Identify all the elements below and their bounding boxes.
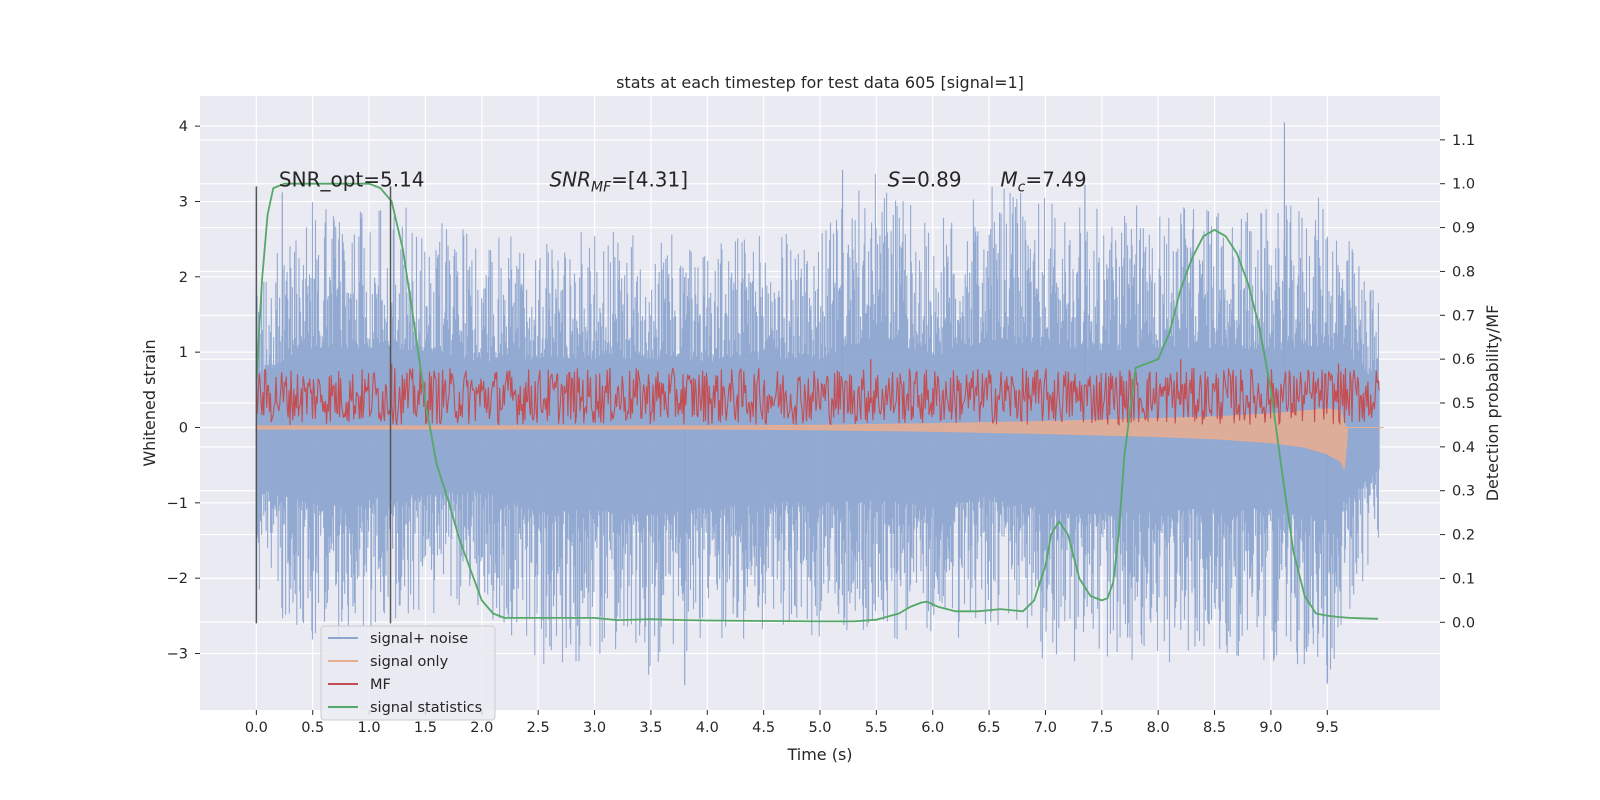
y2-tick-label-4: 0.4 [1452,440,1475,456]
y2-tick-label-3: 0.3 [1452,484,1475,500]
y-tick-label-4: 1 [179,345,188,361]
legend-label-signal-only: signal only [370,654,449,670]
y2-tick-label-5: 0.5 [1452,396,1475,412]
y-tick-label-6: 3 [179,194,188,210]
y2-tick-label-7: 0.7 [1452,308,1475,324]
x-tick-label-19: 9.5 [1316,720,1339,736]
x-tick-label-12: 6.0 [921,720,944,736]
annotation-mc_value: Mc=7.49 [1000,167,1086,195]
x-tick-label-2: 1.0 [358,720,381,736]
series-mf [255,367,1380,427]
y2-tick-label-10: 1.0 [1452,177,1475,193]
y2-tick-label-6: 0.6 [1452,352,1475,368]
legend-label-signal-noise: signal+ noise [370,631,468,647]
series-layer [255,122,1384,686]
x-tick-label-10: 5.0 [808,720,831,736]
x-tick-label-0: 0.0 [245,720,268,736]
x-axis-label: Time (s) [786,745,852,764]
legend-box [320,625,496,721]
x-tick-label-17: 8.5 [1203,720,1226,736]
legend-label-signal-statistics: signal statistics [370,700,482,716]
x-tick-label-15: 7.5 [1090,720,1113,736]
y-tick-label-0: −3 [167,646,188,662]
series-signal-only [255,408,1384,471]
annotation-snr_mf: SNRMF=[4.31] [549,167,688,195]
x-tick-label-13: 6.5 [978,720,1001,736]
x-tick-label-16: 8.0 [1147,720,1170,736]
x-tick-label-5: 2.5 [527,720,550,736]
x-tick-label-1: 0.5 [301,720,324,736]
annotations: SNR_opt=5.14 SNRMF=[4.31] S=0.89 Mc=7.49 [279,167,1087,195]
y2-axis-label: Detection probability/MF [1483,305,1502,502]
x-tick-label-4: 2.0 [470,720,493,736]
annotation-snr_opt: SNR_opt=5.14 [279,167,425,191]
x-tick-label-3: 1.5 [414,720,437,736]
y2-tick-label-2: 0.2 [1452,528,1475,544]
y-tick-label-7: 4 [179,119,188,135]
legend-label-mf: MF [370,677,391,693]
y2-tick-label-1: 0.1 [1452,571,1475,587]
y-tick-label-3: 0 [179,420,188,436]
y-tick-label-2: −1 [167,496,188,512]
vertical-markers [255,186,392,624]
x-tick-label-11: 5.5 [865,720,888,736]
series-signal-statistics [255,182,1379,623]
y2-tick-label-11: 1.1 [1452,133,1475,149]
x-tick-label-14: 7.0 [1034,720,1057,736]
chart-title: stats at each timestep for test data 605… [616,73,1024,92]
x-tick-label-7: 3.5 [639,720,662,736]
y2-tick-label-8: 0.8 [1452,264,1475,280]
y2-tick-label-0: 0.0 [1452,615,1475,631]
y-tick-label-5: 2 [179,270,188,286]
x-tick-label-6: 3.0 [583,720,606,736]
axis-ticks: 0.0 0.5 1.0 1.5 2.0 2.5 3.0 3.5 4.0 4.5 5.0 5.5 6.0 6… [167,119,1475,736]
x-tick-label-8: 4.0 [696,720,719,736]
x-tick-label-9: 4.5 [752,720,775,736]
x-tick-label-18: 9.0 [1259,720,1282,736]
y-axis-label: Whitened strain [140,339,159,466]
y2-tick-label-9: 0.9 [1452,221,1475,237]
annotation-s_value: S=0.89 [888,167,962,191]
y-tick-label-1: −2 [167,571,188,587]
legend: signal+ noise signal only MF signal stat… [320,625,496,721]
